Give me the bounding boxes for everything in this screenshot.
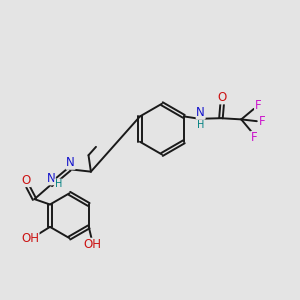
Text: F: F <box>255 100 261 112</box>
Text: O: O <box>22 173 31 187</box>
Text: OH: OH <box>83 238 101 251</box>
Text: H: H <box>197 120 204 130</box>
Text: F: F <box>251 131 257 144</box>
Text: O: O <box>218 91 227 104</box>
Text: N: N <box>66 156 75 169</box>
Text: N: N <box>46 172 55 185</box>
Text: OH: OH <box>21 232 39 245</box>
Text: N: N <box>196 106 205 119</box>
Text: F: F <box>259 115 266 128</box>
Text: H: H <box>55 179 62 189</box>
